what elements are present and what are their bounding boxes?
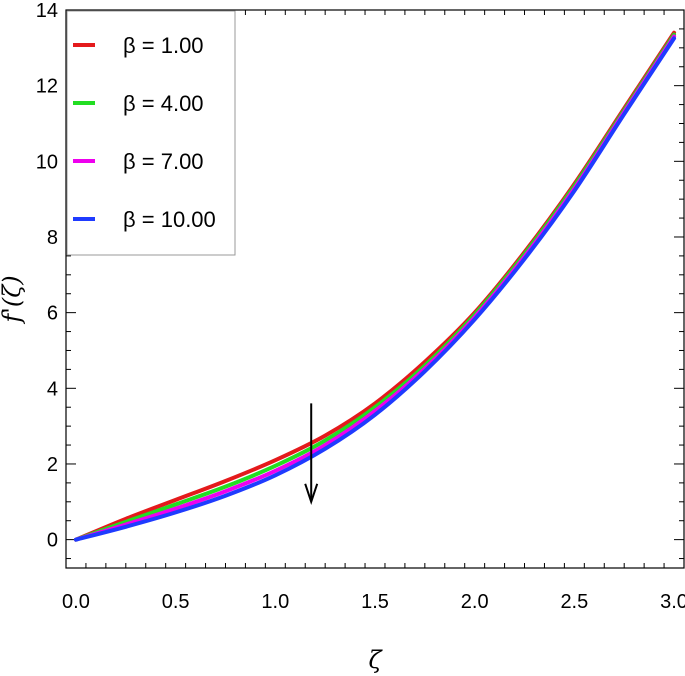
plot-frame xyxy=(65,9,685,569)
x-tick-label: 0.5 xyxy=(162,591,190,613)
legend: β = 1.00 β = 4.00 β = 7.00 β = 10.00 xyxy=(66,10,236,256)
y-tick-label: 10 xyxy=(36,151,58,173)
x-tick-label: 2.5 xyxy=(560,591,588,613)
x-tick-label: 1.0 xyxy=(261,591,289,613)
x-axis-title: ζ xyxy=(368,646,383,674)
x-tick-label: 1.5 xyxy=(361,591,389,613)
x-tick-label: 0.0 xyxy=(62,591,90,613)
series-line-4 xyxy=(73,36,677,542)
y-tick-label: 12 xyxy=(36,76,58,98)
plot-border xyxy=(65,9,685,569)
legend-label: β = 1.00 xyxy=(123,33,204,58)
legend-label: β = 4.00 xyxy=(123,91,204,116)
legend-label: β = 10.00 xyxy=(123,207,216,232)
y-tick-label: 6 xyxy=(47,303,58,325)
arrow-head xyxy=(304,483,319,505)
legend-box xyxy=(66,10,236,256)
x-tick-label: 2.0 xyxy=(461,591,489,613)
y-tick-label: 2 xyxy=(47,454,58,476)
y-tick-label: 8 xyxy=(47,227,58,249)
legend-label: β = 7.00 xyxy=(123,149,204,174)
trend-arrow xyxy=(304,403,319,505)
y-axis-title: f'(ζ) xyxy=(0,275,26,324)
series-lines xyxy=(73,30,677,542)
y-tick-label: 14 xyxy=(36,0,58,22)
x-tick-label: 3.0 xyxy=(660,591,685,613)
y-tick-label: 4 xyxy=(47,378,58,400)
y-tick-label: 0 xyxy=(47,530,58,552)
